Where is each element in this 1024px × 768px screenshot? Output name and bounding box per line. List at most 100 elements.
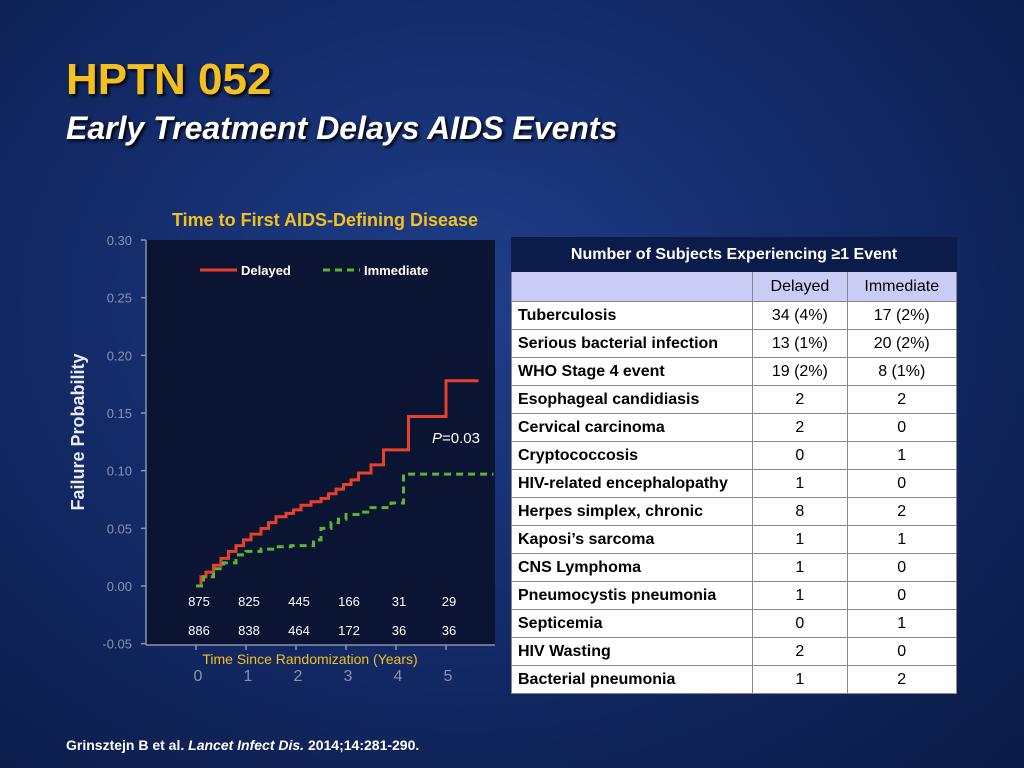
x-tick-labels: 0 1 2 3 4 5: [194, 668, 453, 685]
at-risk-delayed: 445: [288, 594, 310, 609]
at-risk-immediate: 36: [442, 623, 456, 638]
row-delayed-value: 8: [752, 497, 848, 526]
at-risk-delayed: 31: [392, 594, 406, 609]
km-chart: 0.30 0.25 0.20 0.15 0.10 0.05 0.00 -0.05 0 1 2 3 4 5…: [68, 233, 495, 685]
y-tick-label: 0.25: [107, 291, 132, 306]
table-row: Esophageal candidiasis 2 2: [510, 385, 958, 414]
table-row: Pneumocystis pneumonia 1 0: [510, 581, 958, 610]
y-tick-labels: 0.30 0.25 0.20 0.15 0.10 0.05 0.00 -0.05: [102, 233, 132, 652]
row-label: HIV-related encephalopathy: [510, 469, 754, 498]
citation-ref: 2014;14:281-290.: [307, 737, 420, 753]
row-label: Esophageal candidiasis: [510, 385, 754, 414]
row-delayed-value: 1: [752, 553, 848, 582]
at-risk-delayed: 875: [188, 594, 210, 609]
x-tick-label: 3: [344, 668, 353, 685]
table-row: Cryptococcosis 0 1: [510, 441, 958, 470]
row-immediate-value: 2: [846, 385, 958, 414]
row-label: Tuberculosis: [510, 301, 754, 330]
row-immediate-value: 1: [846, 609, 958, 638]
series-lines: [196, 379, 494, 588]
y-tick-label: -0.05: [102, 637, 132, 652]
row-delayed-value: 1: [752, 581, 848, 610]
column-header-immediate: Immediate: [846, 271, 958, 302]
row-label: Cervical carcinoma: [510, 413, 754, 442]
y-tick-label: 0.10: [107, 464, 132, 479]
row-immediate-value: 8 (1%): [846, 357, 958, 386]
x-axis-label: Time Since Randomization (Years): [202, 651, 417, 667]
row-immediate-value: 0: [846, 637, 958, 666]
table-row: CNS Lymphoma 1 0: [510, 553, 958, 582]
y-tick-label: 0.20: [107, 348, 132, 363]
row-immediate-value: 0: [846, 413, 958, 442]
series-immediate-line: [196, 472, 494, 588]
series-delayed-line: [196, 379, 479, 588]
table-row: Cervical carcinoma 2 0: [510, 413, 958, 442]
row-label: HIV Wasting: [510, 637, 754, 666]
x-tick-label: 5: [444, 668, 453, 685]
x-tick-label: 4: [394, 668, 403, 685]
row-immediate-value: 17 (2%): [846, 301, 958, 330]
row-immediate-value: 0: [846, 469, 958, 498]
y-tick-label: 0.05: [107, 521, 132, 536]
row-delayed-value: 0: [752, 609, 848, 638]
at-risk-table: 875 825 445 166 31 29 886 838 464 172 36 36: [188, 594, 456, 638]
at-risk-immediate: 838: [238, 623, 260, 638]
citation-journal: Lancet Infect Dis.: [188, 737, 305, 753]
row-delayed-value: 0: [752, 441, 848, 470]
at-risk-immediate: 36: [392, 623, 406, 638]
at-risk-delayed: 166: [338, 594, 360, 609]
row-label: Kaposi’s sarcoma: [510, 525, 754, 554]
table-row: Septicemia 0 1: [510, 609, 958, 638]
p-value-annotation: P=0.03: [432, 430, 480, 447]
events-table: Number of Subjects Experiencing ≥1 Event…: [510, 237, 958, 694]
legend-immediate-label: Immediate: [364, 263, 428, 278]
table-row: HIV-related encephalopathy 1 0: [510, 469, 958, 498]
row-delayed-value: 13 (1%): [752, 329, 848, 358]
row-immediate-value: 0: [846, 553, 958, 582]
legend: Delayed Immediate: [200, 263, 428, 278]
table-row: HIV Wasting 2 0: [510, 637, 958, 666]
row-label: Pneumocystis pneumonia: [510, 581, 754, 610]
row-label: Bacterial pneumonia: [510, 665, 754, 694]
row-delayed-value: 1: [752, 665, 848, 694]
row-immediate-value: 2: [846, 497, 958, 526]
chart-title: Time to First AIDS-Defining Disease: [171, 210, 479, 230]
table-row: WHO Stage 4 event 19 (2%) 8 (1%): [510, 357, 958, 386]
at-risk-immediate: 464: [288, 623, 310, 638]
row-immediate-value: 20 (2%): [846, 329, 958, 358]
y-tick-label: 0.30: [107, 233, 132, 248]
x-tick-label: 1: [244, 668, 253, 685]
row-delayed-value: 2: [752, 413, 848, 442]
at-risk-delayed: 29: [442, 594, 456, 609]
citation: Grinsztejn B et al. Lancet Infect Dis. 2…: [66, 737, 419, 753]
at-risk-delayed: 825: [238, 594, 260, 609]
legend-delayed-label: Delayed: [241, 263, 291, 278]
row-delayed-value: 2: [752, 637, 848, 666]
table-column-header-row: Delayed Immediate: [510, 271, 958, 302]
y-tick-label: 0.15: [107, 406, 132, 421]
at-risk-immediate: 886: [188, 623, 210, 638]
row-delayed-value: 1: [752, 469, 848, 498]
row-delayed-value: 1: [752, 525, 848, 554]
table-row: Bacterial pneumonia 1 2: [510, 665, 958, 694]
at-risk-immediate: 172: [338, 623, 360, 638]
x-tick-label: 2: [294, 668, 303, 685]
chart-axes: [141, 239, 495, 650]
p-symbol: P: [432, 430, 442, 447]
citation-authors: Grinsztejn B et al.: [66, 737, 185, 753]
row-immediate-value: 2: [846, 665, 958, 694]
table-row: Serious bacterial infection 13 (1%) 20 (2%…: [510, 329, 958, 358]
column-header-delayed: Delayed: [752, 271, 848, 302]
row-delayed-value: 19 (2%): [752, 357, 848, 386]
table-row: Kaposi’s sarcoma 1 1: [510, 525, 958, 554]
slide-title: HPTN 052: [66, 55, 272, 104]
p-value: =0.03: [442, 430, 480, 447]
slide-subtitle: Early Treatment Delays AIDS Events: [66, 110, 618, 146]
row-immediate-value: 1: [846, 441, 958, 470]
row-label: WHO Stage 4 event: [510, 357, 754, 386]
row-label: Septicemia: [510, 609, 754, 638]
row-label: Cryptococcosis: [510, 441, 754, 470]
table-body: Delayed Immediate Tuberculosis 34 (4%) 17 …: [510, 271, 958, 694]
column-header-blank: [510, 271, 754, 302]
row-label: CNS Lymphoma: [510, 553, 754, 582]
